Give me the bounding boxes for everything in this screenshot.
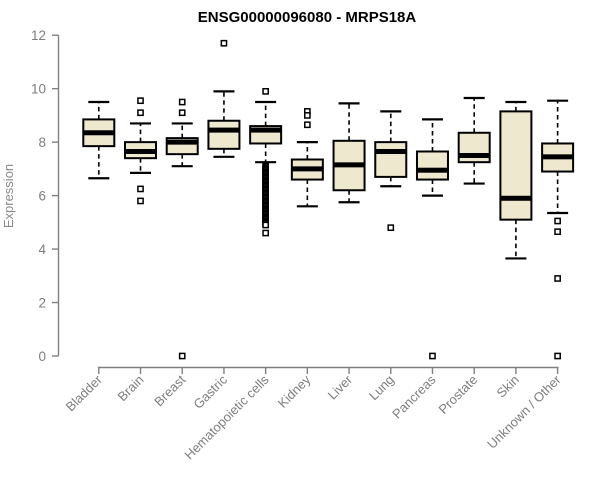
outlier-point-icon [178,352,186,360]
y-tick-label: 10 [31,81,46,96]
outlier-point-icon [262,229,269,237]
y-axis-label: Expression [1,164,16,228]
box-plot-breast [165,98,199,360]
box-plot-skin [499,100,533,260]
box-plot-lung [374,110,408,232]
x-tick-label: Bladder [63,372,106,415]
x-tick-label: Breast [151,372,188,409]
y-tick-label: 2 [38,295,46,310]
median-line [458,153,490,158]
median-line [208,127,240,133]
outlier-point-icon [137,109,144,117]
box-plot-prostate [457,96,491,185]
outlier-point-icon [554,275,561,282]
x-tick-label: Brain [115,372,147,404]
outlier-point-icon [137,185,144,193]
outlier-point-icon [137,197,144,205]
y-tick-label: 8 [38,135,46,150]
median-line [166,139,198,145]
box-plot-unknown-other [541,99,575,360]
x-tick-label: Gastric [190,372,230,412]
box-plot-bladder [82,100,116,180]
x-tick-label: Kidney [275,372,314,411]
outlier-point-icon [554,228,561,236]
x-tick-label: Skin [494,372,522,400]
box-iqr [499,110,533,221]
x-tick-label: Liver [325,372,356,403]
outlier-point-icon [304,112,311,119]
median-line [542,154,574,160]
median-line [125,148,157,154]
boxes-group [82,39,575,360]
median-line [500,195,532,201]
box-plot-brain [124,97,158,205]
box-iqr [415,150,449,181]
box-iqr [374,141,408,178]
x-tick-label: Prostate [435,372,480,417]
chart-title: ENSG00000096080 - MRPS18A [198,9,417,26]
outlier-point-icon [262,221,269,229]
median-line [83,130,115,136]
y-tick-label: 12 [31,28,46,43]
median-line [416,167,448,173]
outlier-point-icon [137,97,144,105]
outlier-point-icon [429,352,436,360]
median-line [250,127,282,133]
box-plot-gastric [207,39,241,158]
outlier-point-icon [387,224,395,232]
outlier-point-icon [178,98,186,106]
x-tick-label: Unknown / Other [484,372,564,452]
y-tick-label: 0 [38,349,46,364]
box-plot-liver [332,102,366,204]
median-line [375,148,407,154]
outlier-point-icon [178,109,186,117]
box-plot-pancreas [415,118,449,360]
box-iqr [207,119,241,150]
outlier-point-icon [262,87,269,95]
x-tick-label: Pancreas [389,372,439,422]
median-line [291,166,323,172]
median-line [333,162,365,168]
x-tick-label: Lung [366,372,397,403]
y-tick-label: 6 [38,188,46,203]
outlier-point-icon [554,352,561,360]
box-plot-hematopoietic-cells [249,87,283,237]
outlier-point-icon [220,39,228,47]
outlier-point-icon [554,217,561,225]
box-plot-kidney [290,108,324,208]
y-tick-label: 4 [38,242,46,257]
outlier-point-icon [304,121,311,129]
